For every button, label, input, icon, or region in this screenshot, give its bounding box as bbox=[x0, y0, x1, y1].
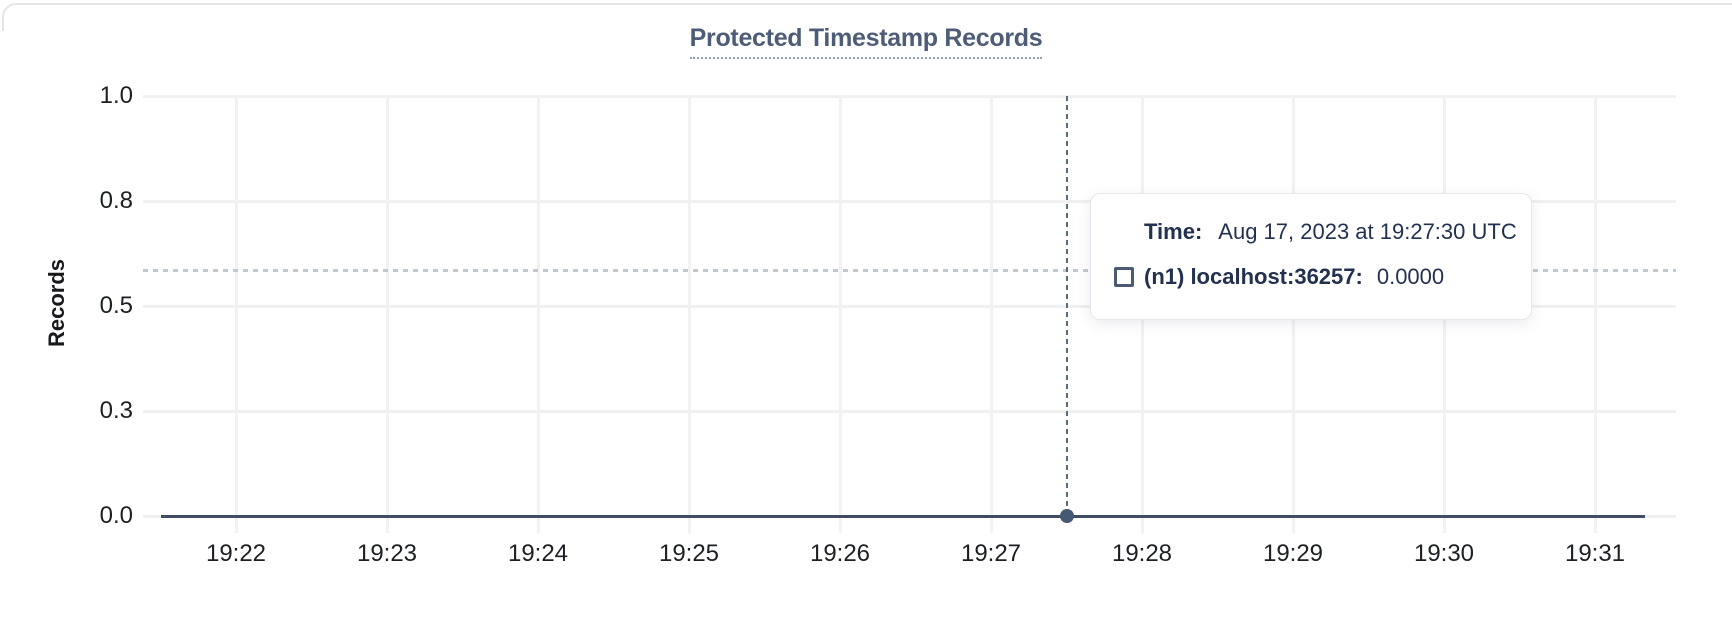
tooltip-series-row: (n1) localhost:36257: 0.0000 bbox=[1114, 263, 1444, 291]
x-tick-label: 19:29 bbox=[1262, 540, 1324, 567]
crosshair-line bbox=[1065, 96, 1068, 516]
chart-title: Protected Timestamp Records bbox=[0, 24, 1732, 59]
x-gridline bbox=[536, 96, 540, 533]
x-gridline bbox=[838, 96, 842, 533]
hover-dot bbox=[1059, 509, 1074, 523]
y-tick-label: 0.5 bbox=[99, 292, 133, 319]
x-gridline bbox=[989, 96, 993, 533]
y-gridline bbox=[143, 199, 1676, 203]
y-tick-label: 0.3 bbox=[99, 397, 133, 424]
x-tick-label: 19:27 bbox=[960, 540, 1022, 567]
hover-tooltip: Time: Aug 17, 2023 at 19:27:30 UTC (n1) … bbox=[1090, 193, 1532, 320]
tooltip-time-label: Time: bbox=[1144, 219, 1203, 244]
y-gridline bbox=[143, 304, 1676, 308]
x-tick-label: 19:30 bbox=[1413, 540, 1475, 567]
series-line bbox=[160, 514, 1646, 518]
x-tick-label: 19:23 bbox=[356, 540, 418, 567]
tooltip-series-label: (n1) localhost:36257: bbox=[1144, 264, 1363, 289]
x-gridline bbox=[687, 96, 691, 533]
y-tick-label: 1.0 bbox=[99, 82, 133, 109]
y-gridline bbox=[143, 409, 1676, 413]
y-tick-label: 0.8 bbox=[99, 187, 133, 214]
x-tick-label: 19:22 bbox=[205, 540, 267, 567]
tooltip-time-row: Time: Aug 17, 2023 at 19:27:30 UTC bbox=[1144, 218, 1517, 246]
x-gridline bbox=[1593, 96, 1597, 533]
x-tick-label: 19:24 bbox=[507, 540, 569, 567]
x-tick-label: 19:31 bbox=[1564, 540, 1626, 567]
hover-guideline bbox=[143, 269, 1676, 272]
x-gridline bbox=[234, 96, 238, 533]
series-checkbox-icon bbox=[1114, 267, 1134, 287]
chart-title-text[interactable]: Protected Timestamp Records bbox=[689, 24, 1043, 59]
y-gridline bbox=[143, 94, 1676, 98]
x-gridline bbox=[385, 96, 389, 533]
x-tick-label: 19:28 bbox=[1111, 540, 1173, 567]
y-tick-label: 0.0 bbox=[99, 502, 133, 529]
x-tick-label: 19:25 bbox=[658, 540, 720, 567]
x-tick-label: 19:26 bbox=[809, 540, 871, 567]
tooltip-series-value: 0.0000 bbox=[1376, 264, 1445, 289]
tooltip-time-value: Aug 17, 2023 at 19:27:30 UTC bbox=[1218, 219, 1517, 244]
